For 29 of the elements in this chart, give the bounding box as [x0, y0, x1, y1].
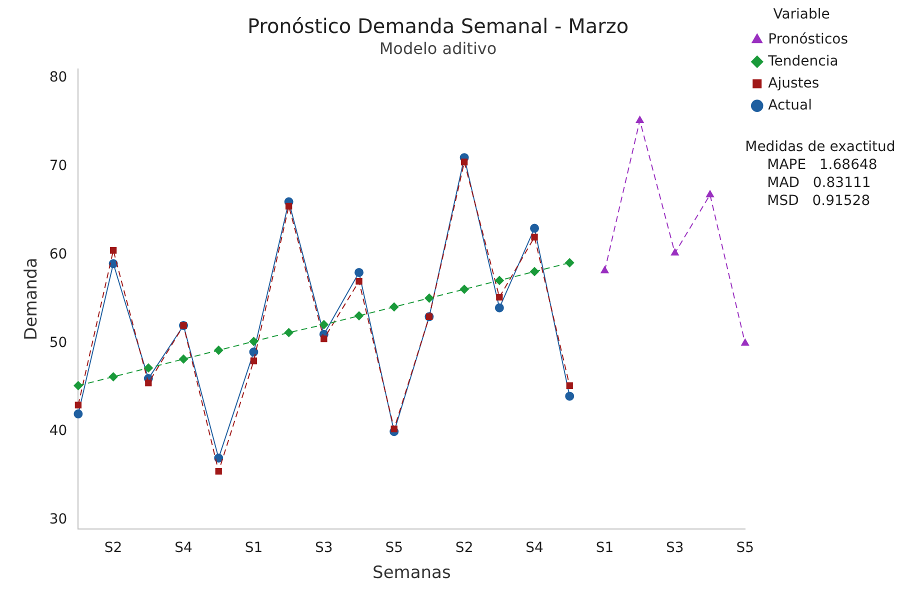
y-tick-label: 50 — [49, 334, 68, 351]
text: MAD 0.83111 — [766, 174, 872, 192]
x-tick-label: S1 — [596, 540, 614, 556]
y-axis-title: Demanda — [22, 258, 42, 340]
y-tick-label: 40 — [49, 423, 68, 440]
x-tick-label: S3 — [315, 540, 333, 556]
x-tick-label: S4 — [174, 540, 193, 556]
legend-title: Variable — [773, 6, 830, 23]
chart-subtitle: Modelo aditivo — [379, 38, 497, 58]
x-tick-label: S3 — [666, 540, 684, 556]
x-tick-label: S2 — [104, 540, 122, 556]
text: MSD 0.91528 — [766, 192, 872, 210]
x-tick-label: S1 — [244, 540, 263, 556]
y-tick-label: 60 — [49, 246, 68, 262]
y-tick-label: 70 — [49, 158, 68, 174]
x-tick-label: S4 — [526, 540, 544, 556]
y-tick-label: 30 — [49, 512, 68, 528]
legend-label: Pronósticos — [768, 31, 848, 48]
x-axis-title: Semanas — [372, 563, 451, 584]
legend-label: Actual — [768, 97, 812, 114]
y-tick-label: 80 — [49, 70, 68, 86]
legend-label: Ajustes — [768, 75, 820, 92]
annotation: Medidas de exactitud — [745, 138, 896, 156]
chart-title: Pronóstico Demanda Semanal - Marzo — [247, 14, 629, 38]
x-tick-label: S5 — [736, 540, 754, 556]
legend-label: Tendencia — [767, 53, 838, 70]
x-tick-label: S5 — [385, 540, 404, 556]
x-tick-label: S2 — [455, 540, 474, 556]
text: MAPE 1.68648 — [766, 156, 878, 174]
